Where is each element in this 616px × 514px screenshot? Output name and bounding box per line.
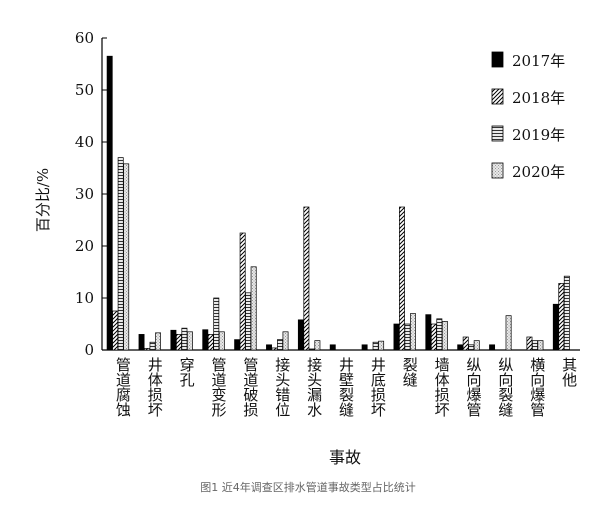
legend: 2017年 2018年 2019年 2020年 [491, 51, 565, 181]
bar-2017年-裂缝 [393, 323, 400, 351]
bar-2018年-横向爆管 [526, 336, 533, 351]
bars [106, 55, 570, 351]
x-tick-label: 纵向裂缝 [496, 357, 514, 418]
y-tick-label: 0 [84, 341, 94, 359]
x-axis-label: 事故 [329, 448, 361, 467]
bar-2017年-纵向爆管 [457, 344, 464, 351]
x-tick-label: 井底损坏 [369, 357, 387, 417]
y-tick-label: 30 [75, 185, 94, 203]
axes: 0 10 20 30 40 50 60 [75, 29, 580, 359]
bar-2020年-纵向裂缝 [505, 315, 512, 351]
bar-2018年-裂缝 [399, 206, 405, 351]
bar-2019年-井体损坏 [149, 341, 156, 351]
bar-2017年-井壁裂缝 [329, 344, 336, 351]
bar-2018年-井体损坏 [144, 348, 150, 351]
x-tick-label: 管道变形 [210, 357, 228, 417]
y-tick-label: 20 [75, 237, 94, 255]
y-tick-label: 50 [75, 81, 94, 99]
x-tick-label: 井壁裂缝 [337, 357, 355, 418]
y-axis-label: 百分比/% [34, 168, 52, 232]
legend-swatch-2018年 [491, 88, 504, 105]
bar-2017年-接头错位 [266, 344, 272, 351]
bar-2020年-裂缝 [410, 313, 416, 351]
bar-2019年-井底损坏 [372, 341, 379, 351]
bar-2020年-接头漏水 [314, 340, 321, 351]
bar-2017年-管道破损 [234, 339, 241, 351]
bar-2017年-穿孔 [170, 329, 177, 351]
bar-2019年-管道变形 [213, 297, 220, 351]
bar-2017年-墙体损坏 [425, 314, 432, 351]
bar-2017年-井体损坏 [138, 334, 145, 351]
bar-2020年-管道破损 [250, 266, 257, 351]
bar-2020年-井体损坏 [155, 332, 161, 351]
bar-2018年-纵向爆管 [462, 336, 469, 351]
bar-2018年-管道腐蚀 [112, 310, 119, 351]
bar-2020年-穿孔 [186, 331, 193, 351]
bar-2018年-其他 [558, 283, 565, 351]
x-tick-label: 横向爆管 [528, 357, 546, 417]
y-tick-label: 40 [75, 133, 94, 151]
bar-2017年-接头漏水 [297, 319, 304, 351]
bar-2019年-墙体损坏 [436, 318, 443, 351]
legend-swatch-2017年 [491, 51, 504, 68]
x-tick-label: 墙体损坏 [433, 357, 451, 417]
bar-2018年-墙体损坏 [430, 323, 437, 351]
bar-2018年-接头错位 [271, 347, 278, 351]
bar-2020年-接头错位 [282, 331, 289, 351]
bar-2019年-接头错位 [277, 339, 283, 351]
legend-label: 2017年 [512, 52, 565, 70]
y-tick-label: 60 [75, 29, 94, 47]
bar-2018年-接头漏水 [303, 206, 310, 351]
bar-2020年-横向爆管 [537, 340, 544, 351]
figure-caption: 图1 近4年调查区排水管道事故类型占比统计 [200, 481, 416, 494]
bar-2019年-纵向爆管 [468, 344, 475, 351]
legend-label: 2020年 [512, 163, 565, 181]
legend-label: 2019年 [512, 126, 565, 144]
x-tick-labels: 管道腐蚀 井体损坏 穿孔 管道变形 管道破损 接头错位 接头漏水 井壁裂缝 井底损坏 裂缝 墙体损坏… [114, 357, 578, 418]
bar-2017年-纵向裂缝 [489, 344, 496, 351]
legend-label: 2018年 [512, 89, 565, 107]
bar-2018年-管道变形 [207, 334, 214, 351]
bar-2017年-其他 [552, 303, 559, 351]
bar-chart: 0 10 20 30 40 50 60 管道腐蚀 井体损坏 穿孔 管道变形 管道破损 接头错位 接头漏水… [34, 29, 580, 467]
bar-2018年-管道破损 [239, 232, 246, 351]
bar-2020年-井底损坏 [378, 340, 385, 351]
x-tick-label: 管道腐蚀 [114, 357, 132, 417]
x-tick-label: 裂缝 [401, 357, 419, 388]
bar-2019年-横向爆管 [531, 340, 538, 351]
bar-2020年-管道变形 [218, 331, 225, 351]
bar-2020年-纵向爆管 [473, 340, 480, 351]
bar-2019年-裂缝 [404, 323, 411, 351]
x-tick-label: 接头漏水 [305, 357, 323, 417]
bar-2020年-墙体损坏 [441, 321, 448, 351]
bar-2019年-管道破损 [245, 292, 252, 351]
bar-2020年-管道腐蚀 [123, 163, 130, 351]
bar-2019年-其他 [563, 275, 570, 351]
bar-2019年-穿孔 [181, 327, 188, 351]
x-tick-label: 接头错位 [273, 357, 291, 417]
y-tick-label: 10 [75, 289, 94, 307]
x-tick-label: 井体损坏 [146, 357, 164, 417]
x-tick-label: 管道破损 [241, 357, 259, 418]
legend-swatch-2019年 [491, 125, 504, 142]
bar-2017年-管道腐蚀 [106, 55, 113, 351]
x-tick-label: 穿孔 [178, 357, 196, 388]
x-tick-label: 纵向爆管 [464, 357, 482, 417]
bar-2019年-接头漏水 [308, 348, 315, 351]
legend-swatch-2020年 [491, 162, 504, 179]
bar-2017年-管道变形 [202, 329, 209, 351]
bar-2017年-井底损坏 [361, 344, 368, 351]
bar-2018年-穿孔 [175, 334, 182, 351]
bar-2019年-管道腐蚀 [117, 157, 124, 351]
x-tick-label: 其他 [560, 357, 578, 388]
